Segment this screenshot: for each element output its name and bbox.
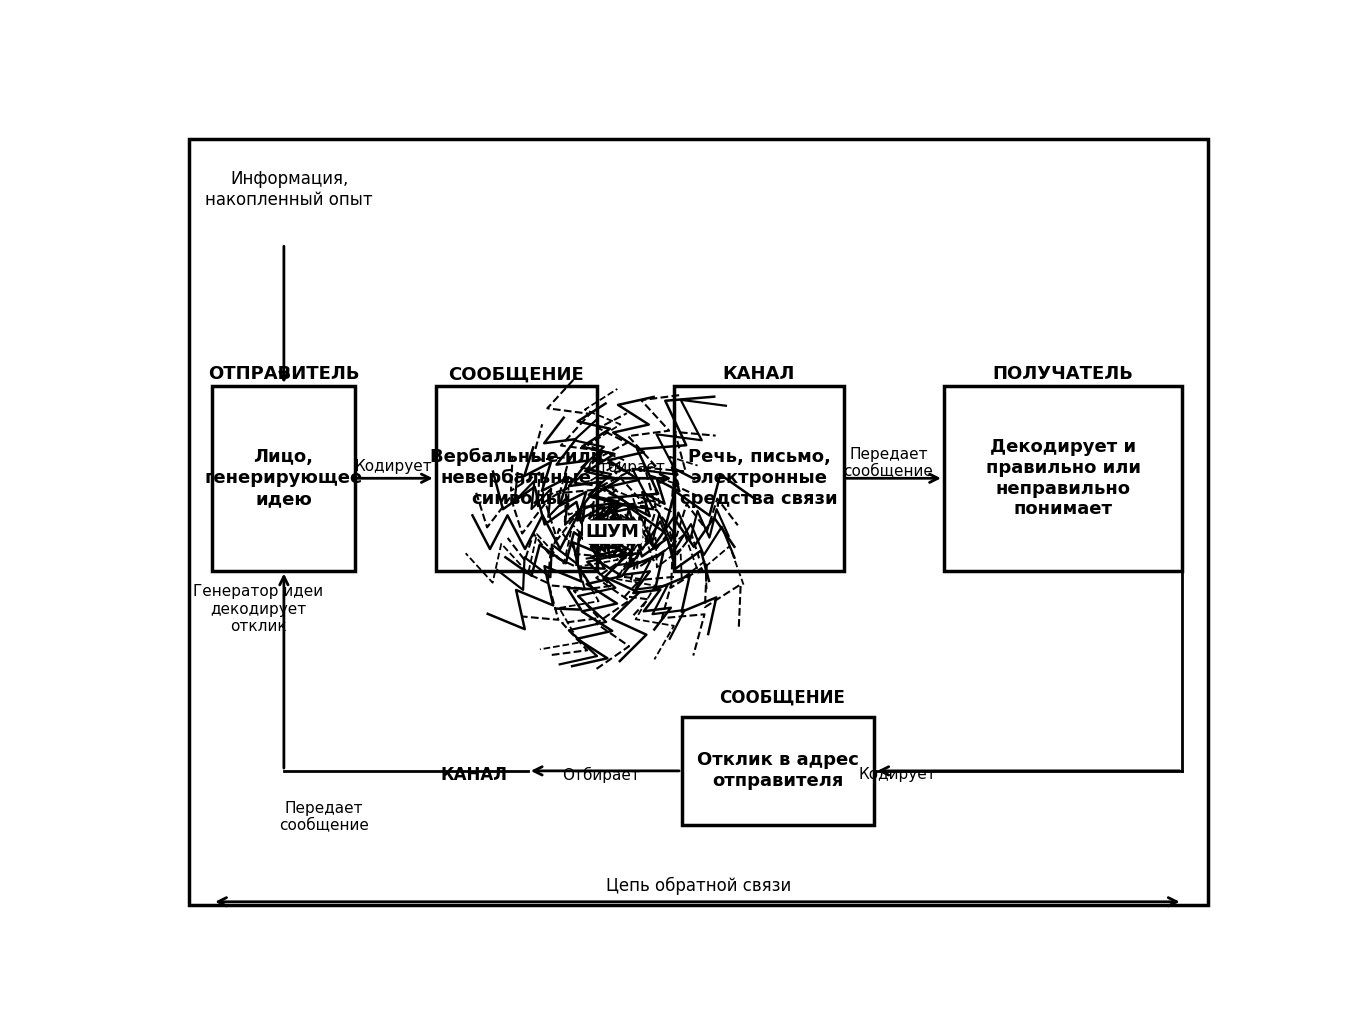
Text: Передает
сообщение: Передает сообщение [844,447,934,479]
Text: СООБЩЕНИЕ: СООБЩЕНИЕ [448,365,585,384]
Text: КАНАЛ: КАНАЛ [722,365,795,384]
Bar [436,386,597,571]
Text: СООБЩЕНИЕ: СООБЩЕНИЕ [720,689,845,706]
Text: Генератор идеи
декодирует
отклик: Генератор идеи декодирует отклик [194,584,323,634]
Text: Декодирует и
правильно или
неправильно
понимает: Декодирует и правильно или неправильно п… [985,438,1141,518]
Text: Информация,
накопленный опыт: Информация, накопленный опыт [206,171,373,209]
Text: Цепь обратной связи: Цепь обратной связи [607,877,792,895]
Text: Кодирует: Кодирует [859,767,936,783]
Text: ПОЛУЧАТЕЛЬ: ПОЛУЧАТЕЛЬ [992,365,1134,384]
Bar [682,717,875,825]
Text: Отклик в адрес
отправителя: Отклик в адрес отправителя [698,752,859,790]
Text: Отбирает: Отбирает [587,459,665,475]
Text: Вербальные или
невербальные
символы: Вербальные или невербальные символы [429,449,602,509]
Bar [943,386,1183,571]
Text: Передает
сообщение: Передает сообщение [279,801,369,833]
Bar [675,386,844,571]
Text: ШУМ: ШУМ [586,523,639,541]
Text: Отбирает: Отбирает [562,766,641,783]
Text: Речь, письмо,
электронные
средства связи: Речь, письмо, электронные средства связи [680,449,838,508]
Bar [213,386,354,571]
Text: Кодирует: Кодирует [354,459,432,475]
Text: ОТПРАВИТЕЛЬ: ОТПРАВИТЕЛЬ [209,365,360,384]
Text: Лицо,
генерирующее
идею: Лицо, генерирующее идею [204,449,363,508]
Text: КАНАЛ: КАНАЛ [440,766,507,784]
